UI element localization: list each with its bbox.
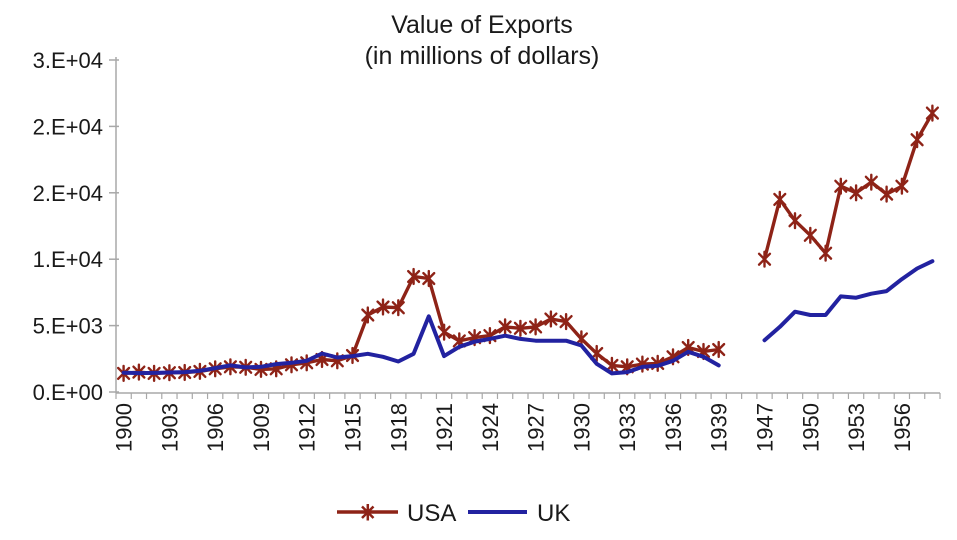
usa-marker-star-icon [422,269,436,288]
x-axis-tick-label: 1956 [890,403,915,452]
usa-marker-star-icon [773,190,787,208]
x-axis-tick-label: 1906 [203,403,228,452]
y-axis-tick-label: 1.E+04 [33,247,103,272]
chart-subtitle: (in millions of dollars) [365,42,600,70]
x-axis-tick-label: 1924 [478,403,503,452]
legend-usa-label: USA [407,500,456,527]
usa-marker-star-icon [880,185,894,203]
chart-title: Value of Exports [391,11,573,39]
y-axis-tick-label: 2.E+04 [33,114,103,139]
usa-marker-star-icon [437,323,451,341]
y-axis-tick-label: 2.E+04 [33,181,103,206]
x-axis-tick-label: 1930 [569,403,594,452]
usa-marker-star-icon [849,184,863,202]
x-axis-tick-label: 1921 [432,403,457,452]
x-axis-tick-label: 1950 [798,403,823,452]
uk-line [121,314,721,376]
usa-marker-star-icon [757,250,772,268]
usa-marker-star-icon [895,177,909,195]
usa-marker-star-icon [391,299,405,317]
usa-marker-star-icon [803,226,817,244]
x-axis-tick-label: 1900 [112,403,137,452]
x-axis-tick-label: 1927 [524,403,549,452]
usa-marker-star-icon [559,313,573,331]
x-axis-tick-label: 1939 [707,403,732,452]
x-axis-tick-label: 1918 [386,403,411,452]
legend-uk-label: UK [537,500,570,527]
usa-marker-star-icon [864,173,878,191]
usa-marker-star-icon [544,310,558,328]
usa-marker-star-icon [712,340,726,359]
x-axis-tick-label: 1915 [341,403,366,452]
x-axis-tick-label: 1912 [295,403,320,452]
usa-marker-star-icon [788,212,802,230]
axes: 0.E+00 5.E+03 1.E+04 2.E+04 2.E+04 3.E+04 1900… [33,48,941,452]
usa-marker-star-icon [819,244,833,262]
usa-line [121,274,721,376]
x-axis-tick-label: 1933 [615,403,640,452]
x-axis-tick-label: 1947 [753,403,778,452]
usa-marker-star-icon [910,131,924,149]
usa-marker-star-icon [529,318,543,336]
usa-marker-star-icon [498,318,512,336]
uk-line [762,259,935,343]
x-axis-tick-label: 1953 [844,403,869,452]
usa-marker-star-icon [361,306,375,324]
legend: USA UK [337,500,570,527]
x-axis-tick-label: 1903 [157,403,182,452]
y-axis-tick-label: 5.E+03 [33,314,103,339]
usa-marker-star-icon [834,177,848,195]
y-axis-tick-label: 0.E+00 [33,380,103,405]
usa-marker-star-icon [376,298,390,316]
usa-marker-star-icon [407,267,421,286]
x-axis-tick-label: 1936 [661,403,686,452]
usa-marker-star-icon [513,319,527,337]
y-axis-tick-label: 3.E+04 [33,48,103,73]
legend-usa-star-icon [361,504,375,521]
usa-line [762,111,935,261]
usa-marker-star-icon [925,104,939,122]
series-lines [117,104,939,382]
x-axis-tick-label: 1909 [249,403,274,452]
